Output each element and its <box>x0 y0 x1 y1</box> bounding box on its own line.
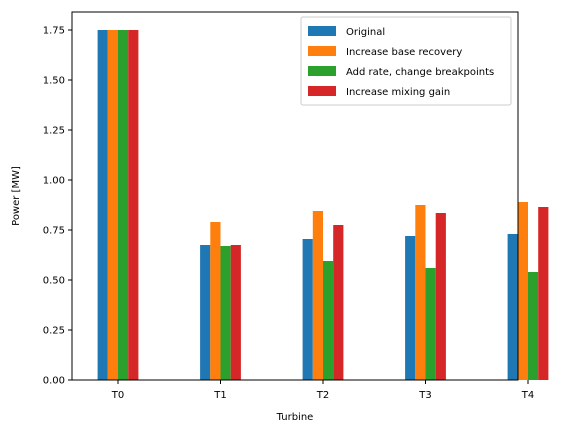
bars-layer <box>97 30 549 380</box>
bar-T2-series-1 <box>312 211 323 380</box>
legend-label: Original <box>346 27 385 38</box>
bar-T1-series-3 <box>230 245 241 380</box>
legend-label: Increase mixing gain <box>346 87 450 98</box>
legend-box <box>300 16 512 106</box>
y-tick-label: 0.00 <box>43 376 65 387</box>
bar-T0-series-2 <box>118 30 129 380</box>
bar-T1-series-2 <box>220 246 231 380</box>
bar-T3-series-2 <box>425 268 436 380</box>
y-tick-label: 1.00 <box>43 176 65 187</box>
x-tick-label: T3 <box>418 390 431 401</box>
y-tick-label: 1.25 <box>43 126 65 137</box>
y-tick-label: 0.25 <box>43 326 65 337</box>
bar-T0-series-0 <box>97 30 108 380</box>
y-axis: 0.00 0.25 0.50 0.75 1.00 1.25 1.50 1.75 <box>43 26 72 387</box>
y-tick-label: 1.75 <box>43 26 65 37</box>
bar-T1-series-1 <box>210 222 221 380</box>
bar-T3-series-3 <box>435 213 446 380</box>
x-axis: T0 T1 T2 T3 T4 <box>111 380 534 401</box>
bar-T4-series-2 <box>528 272 539 380</box>
legend-label: Increase base recovery <box>346 47 462 58</box>
legend-swatch <box>308 66 336 76</box>
x-tick-label: T0 <box>111 390 124 401</box>
y-tick-label: 0.75 <box>43 226 65 237</box>
x-tick-label: T2 <box>316 390 329 401</box>
y-tick-label: 1.50 <box>43 76 65 87</box>
x-tick-label: T1 <box>213 390 226 401</box>
legend-swatch <box>308 86 336 96</box>
bar-T4-series-1 <box>517 202 528 380</box>
bar-T0-series-3 <box>128 30 139 380</box>
x-tick-label: T4 <box>521 390 534 401</box>
bar-T2-series-0 <box>302 239 313 380</box>
legend-swatch <box>308 46 336 56</box>
legend-label: Add rate, change breakpoints <box>346 67 494 78</box>
bar-T4-series-0 <box>507 234 518 380</box>
legend: Original Increase base recovery Add rate, … <box>300 16 512 106</box>
legend-swatch <box>308 26 336 36</box>
plot-frame <box>71 11 519 381</box>
bar-T2-series-2 <box>323 261 334 380</box>
bar-T2-series-3 <box>333 225 344 380</box>
bar-T3-series-1 <box>415 205 426 380</box>
bar-T1-series-0 <box>200 245 211 380</box>
bar-T0-series-1 <box>107 30 118 380</box>
y-axis-label: Power [MW] <box>11 166 22 226</box>
bar-T3-series-0 <box>405 236 416 380</box>
y-tick-label: 0.50 <box>43 276 65 287</box>
bar-T4-series-3 <box>538 207 549 380</box>
x-axis-label: Turbine <box>276 412 314 423</box>
